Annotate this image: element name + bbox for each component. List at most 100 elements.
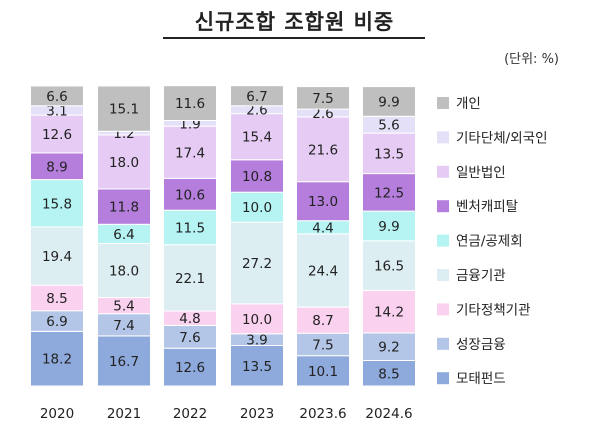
legend-label: 금융기관 — [456, 268, 506, 284]
bar-segment — [30, 85, 84, 107]
x-tick-label: 2022 — [173, 406, 207, 422]
bar-segment — [163, 347, 217, 387]
bar-segment — [163, 244, 217, 312]
data-label: 9.9 — [378, 94, 399, 110]
data-label: 5.4 — [113, 299, 134, 315]
data-label: 11.8 — [109, 200, 139, 216]
bar-segment — [97, 134, 151, 190]
x-tick-label: 2021 — [107, 406, 141, 422]
data-label: 6.9 — [46, 314, 67, 330]
data-label: 18.0 — [109, 155, 139, 171]
data-label: 8.5 — [46, 291, 67, 307]
legend-label: 연금/공제회 — [456, 234, 523, 250]
data-label: 24.4 — [308, 264, 338, 280]
legend-label: 벤처캐피탈 — [456, 199, 518, 215]
bar-segment — [362, 86, 416, 117]
data-label: 8.9 — [46, 159, 67, 175]
bar-segment — [362, 360, 416, 387]
data-label: 13.0 — [308, 194, 338, 210]
data-label: 10.6 — [175, 187, 205, 203]
data-label: 12.6 — [175, 360, 205, 376]
bar-segment — [97, 243, 151, 298]
data-label: 6.6 — [46, 89, 67, 105]
bar-segment — [230, 191, 284, 223]
data-label: 5.6 — [378, 118, 399, 134]
legend-label: 기타정책기관 — [456, 302, 531, 318]
x-tick-label: 2023.6 — [299, 406, 346, 422]
bar-segment — [163, 209, 217, 246]
data-label: 13.5 — [242, 359, 272, 375]
bar-segment — [97, 335, 151, 387]
data-label: 12.6 — [42, 127, 72, 143]
data-label: 10.1 — [308, 364, 338, 380]
data-label: 6.4 — [113, 227, 134, 243]
legend-swatch — [437, 131, 449, 144]
data-label: 18.0 — [109, 264, 139, 280]
data-label: 4.4 — [312, 220, 333, 236]
bar-segment — [163, 177, 217, 211]
data-label: 9.9 — [378, 219, 399, 235]
data-label: 10.0 — [242, 312, 272, 328]
x-tick-label: 2020 — [40, 406, 74, 422]
bar-segment — [362, 240, 416, 291]
bar-segment — [296, 86, 350, 110]
data-label: 19.4 — [42, 249, 72, 265]
bar-segment — [296, 355, 350, 387]
legend-label: 개인 — [456, 96, 481, 112]
bar-segment — [230, 221, 284, 305]
bar-segment — [97, 188, 151, 225]
data-label: 2.6 — [312, 106, 333, 122]
bar-segment — [230, 85, 284, 107]
bar-segment — [296, 233, 350, 308]
bar-segment — [30, 152, 84, 181]
bar-segment — [296, 306, 350, 334]
bar-segment — [30, 226, 84, 286]
title-underline — [163, 37, 425, 39]
legend-label: 모태펀드 — [456, 371, 506, 387]
x-tick-label: 2024.6 — [365, 406, 412, 422]
legend-swatch — [437, 200, 449, 213]
data-label: 11.6 — [175, 96, 205, 112]
data-label: 8.5 — [378, 366, 399, 382]
data-label: 15.8 — [42, 196, 72, 212]
data-label: 17.4 — [175, 145, 205, 161]
data-label: 3.9 — [246, 333, 267, 349]
bar-segment — [163, 85, 217, 121]
data-label: 10.0 — [242, 200, 272, 216]
data-label: 13.5 — [374, 146, 404, 162]
data-label: 9.2 — [378, 340, 399, 356]
legend-label: 기타단체/외국인 — [456, 130, 548, 146]
unit-note: (단위: %) — [504, 52, 559, 67]
data-label: 16.7 — [109, 354, 139, 370]
bar-segment — [362, 173, 416, 212]
legend-swatch — [437, 303, 449, 316]
bar-segment — [362, 132, 416, 175]
data-label: 12.5 — [374, 185, 404, 201]
bar-segment — [230, 113, 284, 161]
data-label: 16.5 — [374, 259, 404, 275]
legend-swatch — [437, 234, 449, 247]
data-label: 8.7 — [312, 313, 333, 329]
legend-swatch — [437, 269, 449, 281]
data-label: 14.2 — [374, 305, 404, 321]
data-label: 22.1 — [175, 271, 205, 287]
bar-segment — [30, 284, 84, 312]
data-label: 21.6 — [308, 142, 338, 158]
x-tick-label: 2023 — [240, 406, 274, 422]
bar-segment — [296, 181, 350, 222]
data-label: 3.1 — [46, 103, 67, 119]
legend-label: 일반법인 — [456, 165, 506, 181]
legend-swatch — [437, 337, 449, 350]
data-label: 15.1 — [109, 102, 139, 118]
bar-segment — [30, 330, 84, 387]
bar-segment — [97, 85, 151, 132]
data-label: 11.5 — [175, 220, 205, 236]
legend-swatch — [437, 97, 449, 109]
data-label: 4.8 — [179, 311, 200, 327]
legend-swatch — [437, 372, 449, 385]
chart-title: 신규조합 조합원 비중 — [194, 10, 395, 34]
legend-label: 성장금융 — [456, 337, 506, 353]
data-label: 15.4 — [242, 130, 272, 146]
